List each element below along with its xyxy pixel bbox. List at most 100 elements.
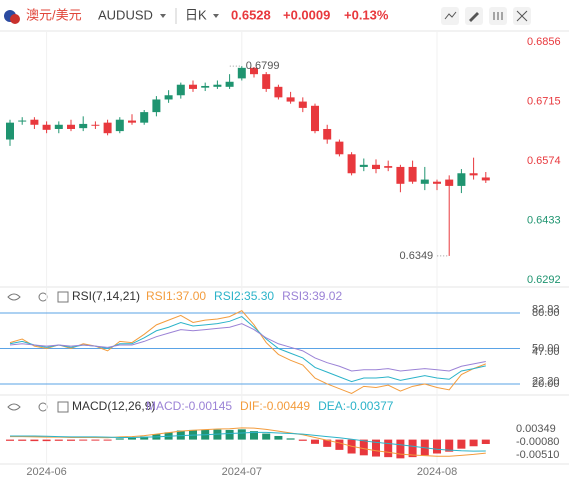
candle-body [274,86,283,98]
candle-body [6,122,14,140]
draw-icon [469,12,479,22]
histogram-bar [250,431,258,440]
candle-body [79,123,88,129]
value-label: 82.93 [532,303,560,315]
x-tick-label: 2024-06 [26,466,66,478]
y-tick-label: -0.00080 [516,436,559,448]
histogram-bar [323,439,332,447]
legend-entry: RSI3:39.02 [282,289,342,303]
legend-entry: RSI1:37.00 [146,289,206,303]
histogram-bar [225,429,234,440]
histogram-bar [30,439,39,442]
candle-body [396,166,405,184]
histogram-bar [91,439,100,441]
histogram-bar [103,439,112,441]
candle-body [347,154,356,174]
period[interactable]: 日K [185,7,207,22]
histogram-bar [408,439,417,458]
candle-body [250,67,258,75]
candle-body [384,166,393,168]
histogram-bar [54,439,63,441]
candle-body [311,105,319,132]
candle-body [42,124,51,130]
symbol[interactable]: AUDUSD [98,7,153,22]
histogram-bar [6,439,14,441]
candle-body [54,124,63,129]
macd-line [10,431,486,452]
histogram-bar [311,439,319,444]
candle-body [469,173,478,176]
histogram-bar [128,437,136,440]
legend-entry: DEA:-0.00377 [318,399,394,413]
dropdown-icon[interactable] [160,14,166,18]
toolbar: 澳元/美元 AUDUSD 日K 0.6528 +0.0009 +0.13% [0,7,569,32]
price: 0.6528 [231,7,271,22]
expand-icon[interactable] [57,401,69,413]
macd-header: MACD(12,26,9) [7,399,155,413]
y-tick-label: 0.6433 [527,214,561,226]
histogram-bar [67,439,75,441]
change: +0.0009 [283,7,330,22]
dropdown-icon[interactable] [213,14,219,18]
histogram-bar [274,435,283,440]
y-tick-label: 20.00 [532,378,560,390]
candle-body [115,119,124,132]
candle-body [213,84,222,87]
candle-body [152,99,161,113]
y-tick-label: 80.00 [532,307,560,319]
candle-body [323,128,332,140]
indicator-button[interactable] [441,7,459,25]
candle-body [18,120,27,122]
eye-icon[interactable] [7,293,21,301]
legend-entry: MACD:-0.00145 [146,399,232,413]
histogram-bar [176,430,185,440]
histogram-bar [457,439,466,449]
candle-body [457,173,466,186]
settings-icon [493,12,503,20]
histogram-bar [335,439,344,450]
histogram-bar [372,439,380,457]
histogram-bar [481,439,490,444]
expand-icon[interactable] [57,291,69,303]
candle-body [408,166,417,182]
histogram-bar [237,429,246,440]
legend-entry: DIF:-0.00449 [240,399,310,413]
rsi-header: RSI(7,14,21) [7,289,140,303]
candle-body [201,85,210,88]
candle-body [103,122,112,134]
legend-entry: RSI2:35.30 [214,289,274,303]
candle-body [445,179,454,186]
candle-body [298,101,307,108]
y-tick-label: 0.6574 [527,155,561,167]
candle-body [164,95,173,100]
histogram-bar [42,439,51,442]
candle-body [140,112,149,123]
candle-body [481,177,490,181]
histogram-bar [298,439,307,441]
candle-body [67,124,75,129]
y-tick-label: 0.6715 [527,95,561,107]
histogram-bar [433,439,441,454]
candle-body [433,181,441,184]
histogram-bar [18,439,27,441]
x-tick-label: 2024-08 [417,466,457,478]
histogram-bar [115,438,124,440]
y-tick-label: 0.6292 [527,274,561,286]
y-tick-label: 0.6856 [527,36,561,48]
panel-title: RSI(7,14,21) [72,289,140,303]
candle-body [286,97,295,102]
histogram-bar [445,439,454,452]
candle-body [262,74,271,89]
histogram-bar [140,436,149,440]
y-tick-label: 0.00349 [516,423,556,435]
value-label: 47.00 [532,346,560,358]
macd-line [10,427,486,457]
candle-body [189,84,197,89]
fullscreen-icon [516,10,528,22]
candle-body [372,164,380,170]
eye-icon[interactable] [7,403,21,411]
pair-name[interactable]: 澳元/美元 [26,7,82,22]
y-tick-label: 50.00 [532,342,560,354]
candle-body [225,81,234,87]
